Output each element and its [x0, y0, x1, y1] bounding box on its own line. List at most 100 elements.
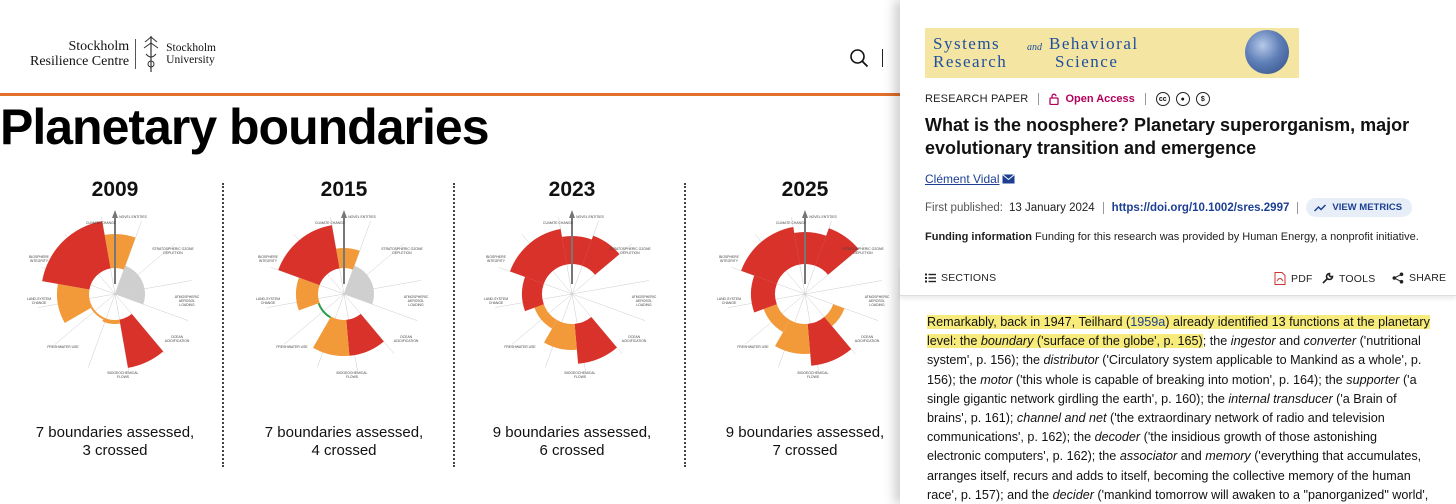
boundary-sector: [574, 316, 617, 364]
emphasis: associator: [1119, 449, 1178, 464]
text-run: and: [1177, 449, 1206, 464]
year-caption: 7 boundaries assessed, 4 crossed: [229, 424, 459, 460]
open-access-lock-icon: [1049, 93, 1060, 105]
journal-title-and: and: [1027, 42, 1042, 53]
src-logo[interactable]: Stockholm Resilience Centre Stockholm Un…: [30, 34, 216, 74]
doi-link[interactable]: https://doi.org/10.1002/sres.2997: [1111, 201, 1290, 214]
label-aerosol: LOADING: [869, 303, 885, 307]
nc-icon[interactable]: $: [1195, 92, 1210, 106]
text-run: ('mankind tomorrow will awaken to a "pan…: [1097, 487, 1429, 502]
emphasis: motor: [980, 372, 1013, 387]
boundary-sector: [561, 236, 592, 266]
meta-divider: [1297, 201, 1299, 214]
mail-icon[interactable]: [1002, 174, 1016, 184]
pdf-button[interactable]: PDF: [1274, 272, 1313, 285]
text-run: ('the extraordinary network of radio and…: [927, 411, 1385, 445]
search-icon[interactable]: [849, 48, 869, 68]
year-column-2023: 2023 CLIMATE CHANGE NOVEL ENTITIES STRATOS…: [457, 178, 687, 459]
pdf-label: PDF: [1291, 272, 1313, 285]
label-ozone: STRATOSPHERIC OZONE: [842, 247, 884, 251]
author-row: Clément Vidal: [925, 172, 1016, 186]
label-land: CHANGE: [722, 301, 737, 305]
diagram-spoke: [284, 293, 345, 345]
list-icon: [925, 273, 936, 283]
by-icon[interactable]: ●: [1175, 92, 1190, 106]
text-run: ('nutritional system', p. 156); the: [927, 334, 1421, 368]
label-novel-entities: NOVEL ENTITIES: [809, 215, 837, 219]
label-aerosol: ATMOSPHERIC: [175, 295, 200, 299]
citation-link[interactable]: 1959a: [1130, 315, 1166, 329]
boundary-sector: [824, 304, 845, 327]
cc-icon[interactable]: cc: [1155, 92, 1170, 106]
diagram-spoke: [88, 293, 116, 368]
unquantified-sector: [115, 274, 145, 294]
share-button[interactable]: SHARE: [1392, 272, 1446, 284]
tools-button[interactable]: TOOLS: [1321, 272, 1375, 285]
label-land: CHANGE: [489, 301, 504, 305]
article-title: What is the noosphere? Planetary superor…: [925, 115, 1410, 158]
label-aerosol: AEROSOL: [408, 299, 425, 303]
boundary-sector: [544, 319, 577, 350]
journal-title-word: Behavioral: [1049, 34, 1139, 53]
label-ozone: STRATOSPHERIC OZONE: [152, 247, 194, 251]
sections-button[interactable]: SECTIONS: [925, 272, 996, 284]
column-divider: [684, 183, 686, 467]
boundary-sector: [336, 248, 360, 270]
label-ozone: DEPLETION: [392, 251, 412, 255]
view-metrics-button[interactable]: VIEW METRICS: [1306, 198, 1413, 217]
text-run: ; the: [1202, 334, 1231, 349]
label-freshwater: FRESHWATER USE: [47, 345, 79, 349]
label-bgc: BIOGEOCHEMICAL: [337, 371, 368, 375]
wrench-icon: [1322, 272, 1334, 284]
su-wordmark: Stockholm University: [166, 42, 216, 66]
boundary-sector: [313, 316, 350, 356]
label-ocean: OCEAN: [861, 335, 874, 339]
diagram-spoke: [791, 217, 806, 295]
label-bgc: FLOWS: [574, 375, 587, 379]
article-meta-row: RESEARCH PAPER Open Access cc ● $: [925, 92, 1210, 106]
sections-label: SECTIONS: [941, 272, 997, 284]
diagram-spoke: [571, 293, 646, 321]
label-ocean: ACIDIFICATION: [855, 339, 880, 343]
diagram-spoke: [558, 217, 573, 295]
journal-title-word: Research: [933, 52, 1008, 71]
label-aerosol: LOADING: [408, 303, 424, 307]
header-divider: [882, 49, 883, 67]
label-ocean: ACIDIFICATION: [622, 339, 647, 343]
emphasis: distributor: [1043, 353, 1099, 368]
boundary-sector: [751, 275, 777, 313]
boundary-sector: [119, 313, 164, 368]
unquantified-sector: [344, 265, 367, 294]
unquantified-sector: [344, 288, 374, 305]
journal-banner[interactable]: Systems and Behavioral Research Science: [925, 28, 1299, 78]
emphasis: converter: [1303, 334, 1357, 349]
author-link[interactable]: Clément Vidal: [925, 172, 1000, 186]
diagram-spoke: [571, 280, 649, 295]
label-climate-change: CLIMATE CHANGE: [315, 221, 346, 225]
label-land: LAND-SYSTEM: [717, 297, 741, 301]
arrow-up-icon: [802, 210, 808, 284]
label-aerosol: AEROSOL: [636, 299, 653, 303]
boundary-sector: [90, 307, 105, 320]
label-biosphere: INTEGRITY: [487, 259, 506, 263]
year-label: 2023: [548, 178, 596, 201]
article-panel: Systems and Behavioral Research Science …: [900, 0, 1456, 504]
open-access-label[interactable]: Open Access: [1065, 93, 1135, 105]
label-ocean: OCEAN: [400, 335, 413, 339]
tools-label: TOOLS: [1339, 272, 1376, 285]
unquantified-sector: [115, 288, 145, 305]
su-wordmark-line1: Stockholm: [166, 42, 216, 54]
label-biosphere: INTEGRITY: [720, 259, 739, 263]
emphasis: boundary: [980, 334, 1034, 349]
published-date: 13 January 2024: [1008, 201, 1095, 214]
diagram-spoke: [804, 293, 879, 321]
diagram-spoke: [55, 293, 116, 345]
arrow-up-icon: [112, 210, 118, 284]
label-aerosol: ATMOSPHERIC: [865, 295, 890, 299]
diagram-spoke: [101, 217, 116, 295]
label-ocean: ACIDIFICATION: [165, 339, 190, 343]
label-bgc: BIOGEOCHEMICAL: [798, 371, 829, 375]
article-toolbar: SECTIONS PDF TOOLS SHARE: [900, 266, 1456, 296]
diagram-spoke: [804, 280, 882, 295]
